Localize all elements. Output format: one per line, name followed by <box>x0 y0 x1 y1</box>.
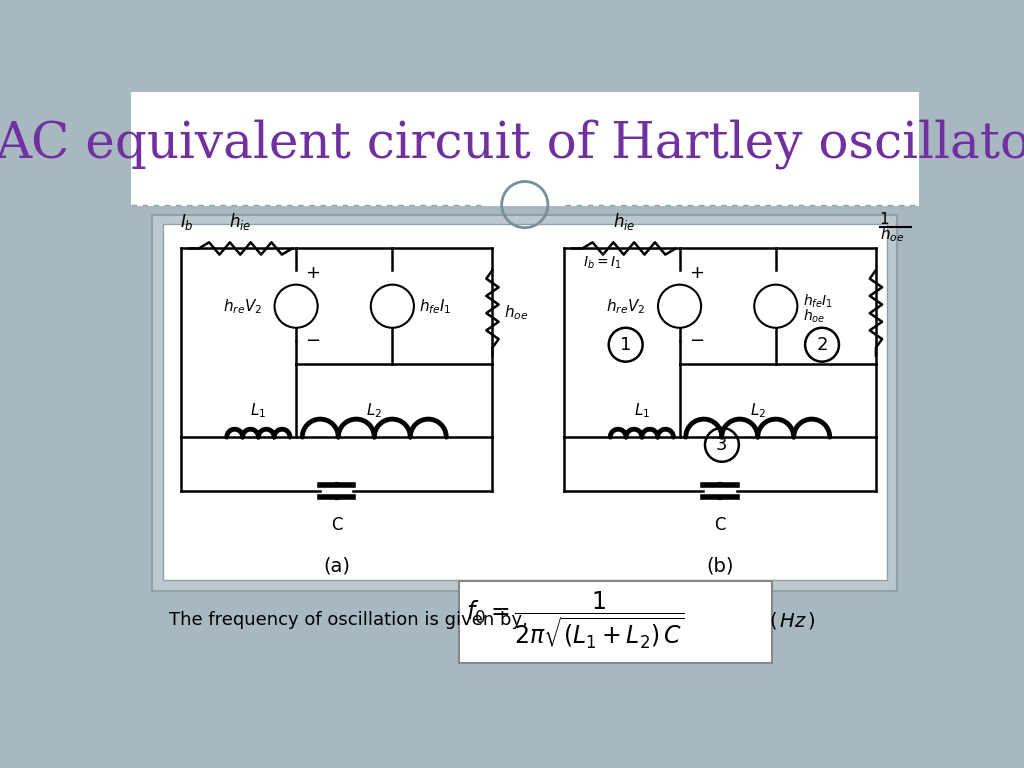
Text: 1: 1 <box>880 212 890 227</box>
Text: $h_{ie}$: $h_{ie}$ <box>229 210 252 231</box>
Text: $L_2$: $L_2$ <box>367 402 382 420</box>
Text: $h_{fe}I_1$: $h_{fe}I_1$ <box>419 297 452 316</box>
Text: +: + <box>689 264 703 282</box>
Text: $f_0 = \dfrac{1}{2\pi\sqrt{(L_1 + L_2)\,C}}$: $f_0 = \dfrac{1}{2\pi\sqrt{(L_1 + L_2)\,… <box>466 590 684 651</box>
Text: $I_b = I_1$: $I_b = I_1$ <box>583 255 623 271</box>
Text: C: C <box>331 515 342 534</box>
Text: $(\,Hz\,)$: $(\,Hz\,)$ <box>769 610 816 631</box>
Text: $h_{re}V_2$: $h_{re}V_2$ <box>606 297 645 316</box>
Text: C: C <box>715 515 726 534</box>
Text: +: + <box>305 264 321 282</box>
Text: 2: 2 <box>816 336 827 354</box>
Text: $L_2$: $L_2$ <box>750 402 766 420</box>
Text: (a): (a) <box>323 557 350 576</box>
Text: $h_{ie}$: $h_{ie}$ <box>612 210 635 231</box>
Text: $h_{oe}$: $h_{oe}$ <box>504 304 528 323</box>
Text: 1: 1 <box>620 336 632 354</box>
Text: $L_1$: $L_1$ <box>634 402 650 420</box>
FancyBboxPatch shape <box>460 581 772 663</box>
FancyBboxPatch shape <box>153 215 897 591</box>
Text: $-$: $-$ <box>689 330 703 349</box>
FancyBboxPatch shape <box>163 223 887 580</box>
Text: $h_{fe}I_1$: $h_{fe}I_1$ <box>803 292 833 310</box>
Text: (b): (b) <box>707 557 734 576</box>
Text: $h_{oe}$: $h_{oe}$ <box>880 225 904 244</box>
Text: $-$: $-$ <box>305 330 321 349</box>
Text: $I_b$: $I_b$ <box>180 211 194 231</box>
Text: $L_1$: $L_1$ <box>250 402 266 420</box>
Text: $h_{re}V_2$: $h_{re}V_2$ <box>222 297 262 316</box>
Text: $h_{oe}$: $h_{oe}$ <box>803 307 825 325</box>
FancyBboxPatch shape <box>131 92 920 206</box>
Text: 3: 3 <box>716 435 728 454</box>
Text: AC equivalent circuit of Hartley oscillator: AC equivalent circuit of Hartley oscilla… <box>0 120 1024 170</box>
Text: The frequency of oscillation is given by,: The frequency of oscillation is given by… <box>169 611 528 630</box>
